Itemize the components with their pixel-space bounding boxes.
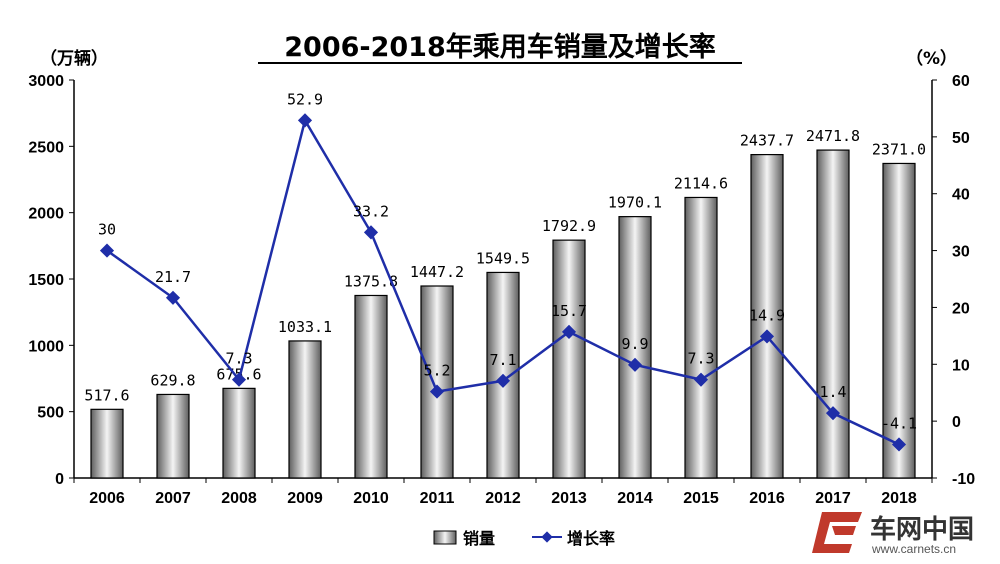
carnets-logo-icon [812, 512, 862, 553]
growth-value-label: 1.4 [819, 383, 846, 401]
x-tick-label: 2017 [815, 490, 851, 507]
right-tick-label: 40 [952, 187, 970, 204]
right-tick-label: -10 [952, 471, 975, 488]
growth-value-label: 52.9 [287, 90, 323, 108]
growth-value-label: 33.2 [353, 202, 389, 220]
bar-value-label: 1792.9 [542, 217, 596, 235]
x-tick-label: 2013 [551, 490, 587, 507]
left-tick-label: 1000 [28, 338, 64, 355]
bar [684, 196, 718, 479]
x-tick-label: 2006 [89, 490, 125, 507]
left-tick-label: 3000 [28, 73, 64, 90]
right-tick-label: 0 [952, 414, 961, 431]
watermark-text: 车网中国 [870, 514, 974, 545]
bar-value-label: 2437.7 [740, 132, 794, 150]
bar-value-label: 1970.1 [608, 194, 662, 212]
growth-point-marker [627, 357, 643, 372]
growth-point-marker [891, 437, 907, 452]
bar [816, 149, 850, 479]
growth-value-label: 5.2 [423, 362, 450, 380]
left-axis-unit: （万辆） [40, 48, 108, 69]
line-series [99, 113, 907, 452]
bar-value-label: 2114.6 [674, 174, 728, 192]
left-tick-label: 1500 [28, 272, 64, 289]
bar [552, 239, 586, 479]
bar [354, 294, 388, 479]
growth-point-marker [495, 373, 511, 388]
bar-value-label: 517.6 [84, 386, 129, 404]
watermark-url: www.carnets.cn [871, 542, 956, 556]
legend-label-sales: 销量 [463, 529, 495, 548]
right-tick-label: 10 [952, 357, 970, 374]
bar-series [90, 149, 916, 479]
growth-value-label: 14.9 [749, 306, 785, 324]
bar-value-label: 1549.5 [476, 249, 530, 267]
bar [288, 340, 322, 479]
growth-value-label: 7.3 [225, 350, 252, 368]
bar [222, 387, 256, 479]
growth-point-marker [825, 406, 841, 421]
chart-title: 2006-2018年乘用车销量及增长率 [284, 31, 716, 63]
x-tick-label: 2015 [683, 490, 719, 507]
legend-diamond-marker [541, 531, 553, 543]
watermark: 车网中国 www.carnets.cn [812, 512, 974, 556]
right-tick-label: 20 [952, 300, 970, 317]
left-tick-label: 2500 [28, 139, 64, 156]
line-labels: 30 21.7 7.3 52.9 33.2 5.2 7.1 15.7 9.9 7.3 14.9 1.4… [98, 90, 917, 432]
bar-labels: 517.6629.8675.61033.11375.81447.21549.51… [84, 127, 926, 404]
right-tick-label: 60 [952, 73, 970, 90]
x-tick-label: 2018 [881, 490, 917, 507]
x-tick-label: 2010 [353, 490, 389, 507]
right-tick-label: 30 [952, 244, 970, 261]
bar-value-label: 1447.2 [410, 263, 464, 281]
x-tick-label: 2009 [287, 490, 323, 507]
growth-point-marker [561, 324, 577, 339]
right-tick-label: 50 [952, 130, 970, 147]
bar-value-label: 2471.8 [806, 127, 860, 145]
growth-point-marker [429, 384, 445, 399]
growth-value-label: 21.7 [155, 268, 191, 286]
growth-value-label: -4.1 [881, 414, 917, 432]
bar [750, 153, 784, 479]
legend-bar-swatch [433, 530, 457, 545]
growth-point-marker [165, 290, 181, 305]
growth-value-label: 7.1 [489, 351, 516, 369]
x-tick-label: 2014 [617, 490, 653, 507]
left-tick-label: 0 [55, 471, 64, 488]
x-tick-label: 2016 [749, 490, 785, 507]
x-tick-label: 2011 [420, 490, 455, 507]
growth-value-label: 15.7 [551, 302, 587, 320]
growth-point-marker [693, 372, 709, 387]
growth-point-marker [363, 225, 379, 240]
bar-value-label: 2371.0 [872, 140, 926, 158]
x-tick-label: 2007 [155, 490, 191, 507]
growth-value-label: 7.3 [687, 350, 714, 368]
growth-value-label: 30 [98, 221, 116, 239]
bar-value-label: 1375.8 [344, 272, 398, 290]
growth-value-label: 9.9 [621, 335, 648, 353]
bar [90, 408, 124, 479]
bar [882, 162, 916, 479]
bar-value-label: 1033.1 [278, 318, 332, 336]
bar-value-label: 629.8 [150, 371, 195, 389]
growth-point-marker [297, 113, 313, 128]
right-axis-unit: （%） [906, 48, 957, 69]
legend-label-growth: 增长率 [567, 529, 615, 548]
bar [420, 285, 454, 479]
bar [156, 393, 190, 479]
axes: 0 500 1000 1500 2000 2500 3000 -10 0 10 20 30 40 50 60… [28, 73, 975, 507]
bar [618, 216, 652, 479]
x-tick-label: 2012 [485, 490, 521, 507]
x-tick-label: 2008 [221, 490, 257, 507]
legend: 销量 增长率 [433, 529, 615, 548]
left-tick-label: 2000 [28, 206, 64, 223]
growth-point-marker [759, 329, 775, 344]
left-tick-label: 500 [37, 405, 64, 422]
growth-point-marker [231, 372, 247, 387]
